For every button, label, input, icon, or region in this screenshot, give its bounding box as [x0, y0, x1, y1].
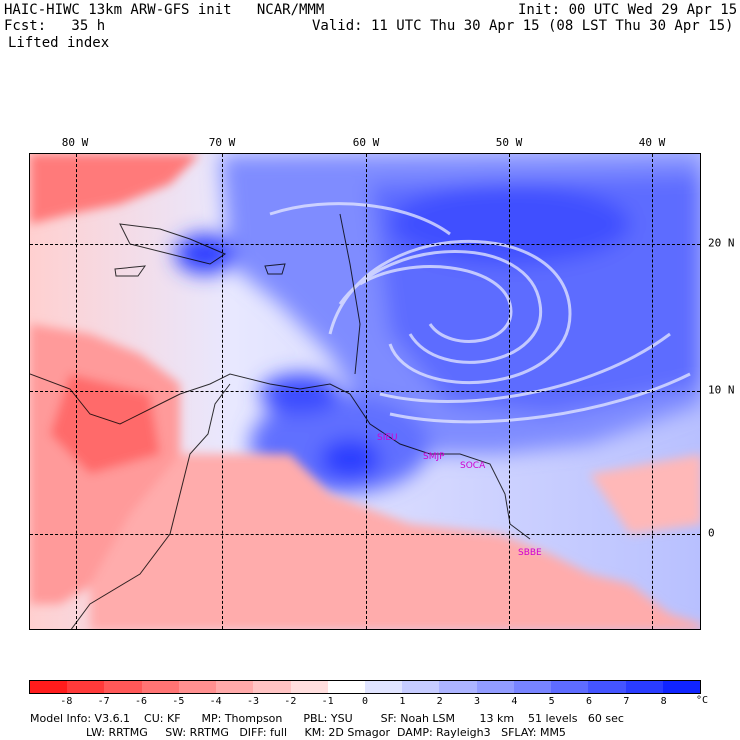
- lat-label-20n: 20 N: [708, 236, 735, 250]
- colorbar-tick-label: -3: [246, 696, 260, 707]
- gridline-0: [30, 534, 700, 535]
- lon-label-80w: 80 W: [61, 136, 89, 149]
- colorbar-tick-label: -7: [97, 696, 110, 707]
- station-sbbe: SBBE: [518, 548, 542, 558]
- colorbar-swatch: [513, 681, 552, 693]
- colorbar-swatch: [104, 681, 142, 693]
- init-time: Init: 00 UTC Wed 29 Apr 15: [518, 2, 738, 18]
- colorbar-swatch: [253, 681, 291, 693]
- colorbar-swatch: [178, 681, 217, 693]
- field-name: Lifted index: [8, 35, 110, 51]
- colorbar-tick-label: 4: [511, 696, 518, 707]
- lon-label-60w: 60 W: [352, 136, 380, 149]
- colorbar-swatch: [551, 681, 589, 693]
- colorbar-tick-label: 5: [548, 696, 555, 707]
- colorbar-swatch: [439, 681, 477, 693]
- colorbar-swatch: [588, 681, 626, 693]
- forecast-hour: Fcst: 35 h: [4, 18, 106, 34]
- lat-label-10n: 10 N: [708, 383, 735, 397]
- colorbar-tick-label: -5: [172, 696, 185, 707]
- colorbar-tick-label: -2: [284, 696, 297, 707]
- lat-label-0: 0: [708, 526, 715, 540]
- station-soca: SOCA: [460, 461, 486, 471]
- colorbar-tick-label: 7: [623, 696, 630, 707]
- colorbar-swatch: [662, 681, 700, 693]
- valid-time: Valid: 11 UTC Thu 30 Apr 15 (08 LST Thu …: [312, 18, 734, 34]
- colorbar-swatch: [290, 681, 328, 693]
- colorbar-swatch: [67, 681, 105, 693]
- colorbar-swatch: [364, 681, 403, 693]
- colorbar-swatch: [625, 681, 663, 693]
- colorbar-swatch: [402, 681, 440, 693]
- colorbar-unit: °C: [696, 695, 709, 706]
- lon-label-70w: 70 W: [208, 136, 236, 149]
- lon-label-40w: 40 W: [638, 136, 666, 149]
- colorbar-tick-label: 3: [473, 696, 481, 707]
- map-panel: SIEU SMJP SOCA SBBE: [29, 153, 701, 630]
- model-info-line1: Model Info: V3.6.1 CU: KF MP: Thompson P…: [30, 712, 624, 725]
- colorbar-swatch: [476, 681, 514, 693]
- colorbar: [29, 680, 701, 694]
- colorbar-tick-label: 0: [361, 696, 369, 707]
- station-sieu: SIEU: [377, 433, 398, 443]
- colorbar-swatch: [327, 681, 365, 693]
- lon-label-50w: 50 W: [495, 136, 523, 149]
- colorbar-tick-label: -8: [60, 696, 73, 707]
- colorbar-tick-label: 2: [436, 696, 443, 707]
- station-smjp: SMJP: [423, 452, 445, 462]
- colorbar-tick-label: 8: [660, 696, 667, 707]
- model-title: HAIC-HIWC 13km ARW-GFS init NCAR/MMM: [4, 2, 325, 18]
- colorbar-swatch: [216, 681, 254, 693]
- colorbar-tick-label: -4: [209, 696, 222, 707]
- colorbar-swatch: [141, 681, 179, 693]
- colorbar-tick-label: -1: [321, 696, 334, 707]
- gridline-20n: [30, 244, 700, 245]
- colorbar-tick-label: -6: [134, 696, 148, 707]
- model-info-line2: LW: RRTMG SW: RRTMG DIFF: full KM: 2D Sm…: [30, 726, 566, 739]
- gridline-10n: [30, 391, 700, 392]
- colorbar-swatch: [30, 681, 68, 693]
- colorbar-tick-label: 6: [585, 696, 593, 707]
- colorbar-tick-label: 1: [399, 696, 406, 707]
